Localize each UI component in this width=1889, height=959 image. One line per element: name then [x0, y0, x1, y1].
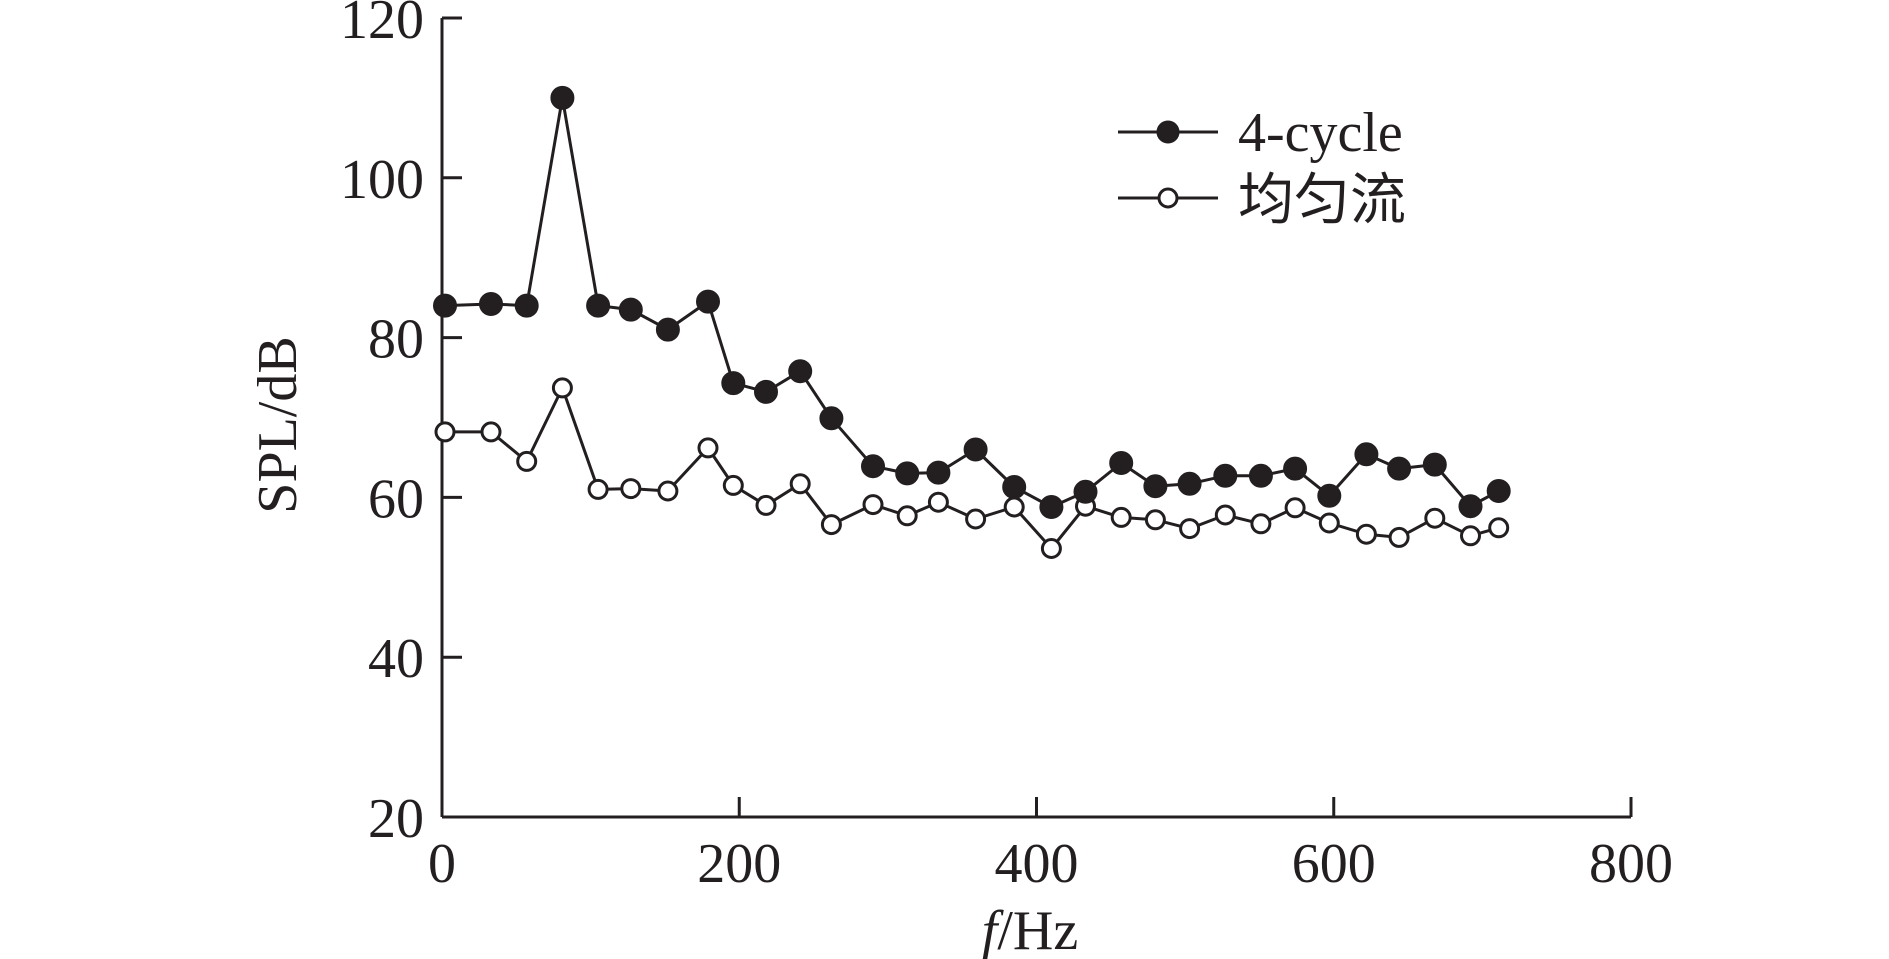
data-point-4-cycle: [1387, 456, 1412, 481]
legend-entry-4-cycle: 4-cycle: [1118, 102, 1403, 164]
data-point-4-cycle: [1073, 479, 1098, 504]
data-point-4-cycle: [963, 437, 988, 462]
data-point-4-cycle: [1283, 456, 1308, 481]
legend-entry-uniform-flow: 均匀流: [1118, 170, 1406, 232]
y-tick-label: 20: [368, 788, 424, 850]
x-tick-label: 200: [697, 833, 781, 895]
data-point-uniform-flow: [820, 514, 842, 536]
data-point-4-cycle: [1354, 442, 1379, 467]
data-point-4-cycle: [1039, 495, 1064, 519]
data-point-4-cycle: [1422, 452, 1447, 477]
data-point-uniform-flow: [480, 421, 502, 443]
data-point-4-cycle: [618, 297, 643, 322]
data-point-uniform-flow: [620, 478, 642, 500]
data-point-4-cycle: [1317, 483, 1342, 508]
data-point-uniform-flow: [1355, 523, 1377, 545]
data-point-4-cycle: [861, 454, 885, 479]
x-tick-label: 600: [1292, 833, 1376, 895]
y-axis-title: SPL/dB: [247, 336, 309, 513]
data-point-4-cycle: [1177, 471, 1202, 496]
data-point-uniform-flow: [657, 480, 679, 502]
data-point-uniform-flow: [1488, 517, 1510, 539]
data-point-4-cycle: [1248, 463, 1273, 488]
legend: 4-cycle 均匀流: [1118, 102, 1406, 232]
data-point-uniform-flow: [1214, 504, 1236, 526]
data-point-4-cycle: [1109, 451, 1134, 475]
data-point-4-cycle: [1213, 463, 1238, 488]
data-point-uniform-flow: [862, 494, 884, 516]
data-point-uniform-flow: [789, 473, 811, 495]
data-point-uniform-flow: [587, 478, 609, 500]
y-ticks: 20 40 60 80 100 120: [340, 0, 462, 850]
x-axis-title: f/Hz: [982, 900, 1078, 959]
data-point-4-cycle: [1458, 494, 1483, 519]
data-point-uniform-flow: [927, 491, 949, 513]
y-tick-label: 80: [368, 309, 424, 371]
data-point-4-cycle: [1002, 475, 1027, 499]
legend-label-uniform-flow: 均匀流: [1238, 170, 1406, 232]
data-point-4-cycle: [1486, 479, 1511, 503]
data-point-uniform-flow: [697, 437, 719, 459]
data-point-4-cycle: [926, 460, 951, 485]
data-point-uniform-flow: [1040, 538, 1062, 559]
data-point-uniform-flow: [516, 450, 538, 472]
y-tick-label: 100: [340, 149, 424, 211]
legend-label-4-cycle: 4-cycle: [1238, 102, 1403, 164]
data-point-uniform-flow: [1003, 496, 1025, 518]
axes: [440, 18, 1631, 819]
data-point-uniform-flow: [1144, 509, 1166, 531]
data-point-4-cycle: [514, 293, 539, 318]
data-point-4-cycle: [433, 293, 457, 318]
series-layer: [433, 85, 1511, 559]
data-point-4-cycle: [788, 359, 813, 384]
data-point-4-cycle: [1143, 474, 1168, 499]
data-point-4-cycle: [550, 85, 575, 110]
data-point-4-cycle: [754, 379, 778, 404]
series-4-cycle: [433, 85, 1511, 519]
data-point-4-cycle: [895, 461, 920, 486]
data-point-uniform-flow: [1388, 526, 1410, 548]
data-point-4-cycle: [721, 371, 746, 396]
x-ticks: 0 200 400 600 800: [428, 797, 1673, 895]
data-point-uniform-flow: [722, 474, 744, 496]
x-tick-label: 0: [428, 833, 456, 895]
y-tick-label: 60: [368, 468, 424, 530]
data-point-uniform-flow: [551, 377, 573, 399]
data-point-uniform-flow: [965, 508, 987, 530]
data-point-uniform-flow: [1318, 512, 1340, 534]
data-point-uniform-flow: [1284, 497, 1306, 519]
data-point-uniform-flow: [1110, 506, 1132, 528]
x-tick-label: 400: [995, 833, 1079, 895]
data-point-uniform-flow: [896, 505, 918, 527]
data-point-uniform-flow: [1460, 525, 1481, 547]
data-point-4-cycle: [586, 293, 611, 318]
x-tick-label: 800: [1589, 833, 1673, 895]
data-point-uniform-flow: [1424, 507, 1446, 529]
data-point-4-cycle: [655, 317, 680, 342]
data-point-4-cycle: [696, 289, 720, 314]
y-tick-label: 120: [340, 0, 424, 51]
legend-marker-filled-icon: [1156, 120, 1180, 144]
data-point-uniform-flow: [1250, 513, 1272, 535]
data-point-uniform-flow: [434, 421, 456, 443]
data-point-uniform-flow: [755, 494, 777, 516]
data-point-4-cycle: [819, 406, 844, 431]
x-axis-title-unit: /Hz: [997, 900, 1078, 959]
legend-marker-open-icon: [1157, 187, 1179, 209]
data-point-uniform-flow: [1179, 518, 1201, 540]
series-uniform-flow: [434, 377, 1510, 559]
data-point-4-cycle: [479, 292, 503, 316]
y-tick-label: 40: [368, 628, 424, 690]
